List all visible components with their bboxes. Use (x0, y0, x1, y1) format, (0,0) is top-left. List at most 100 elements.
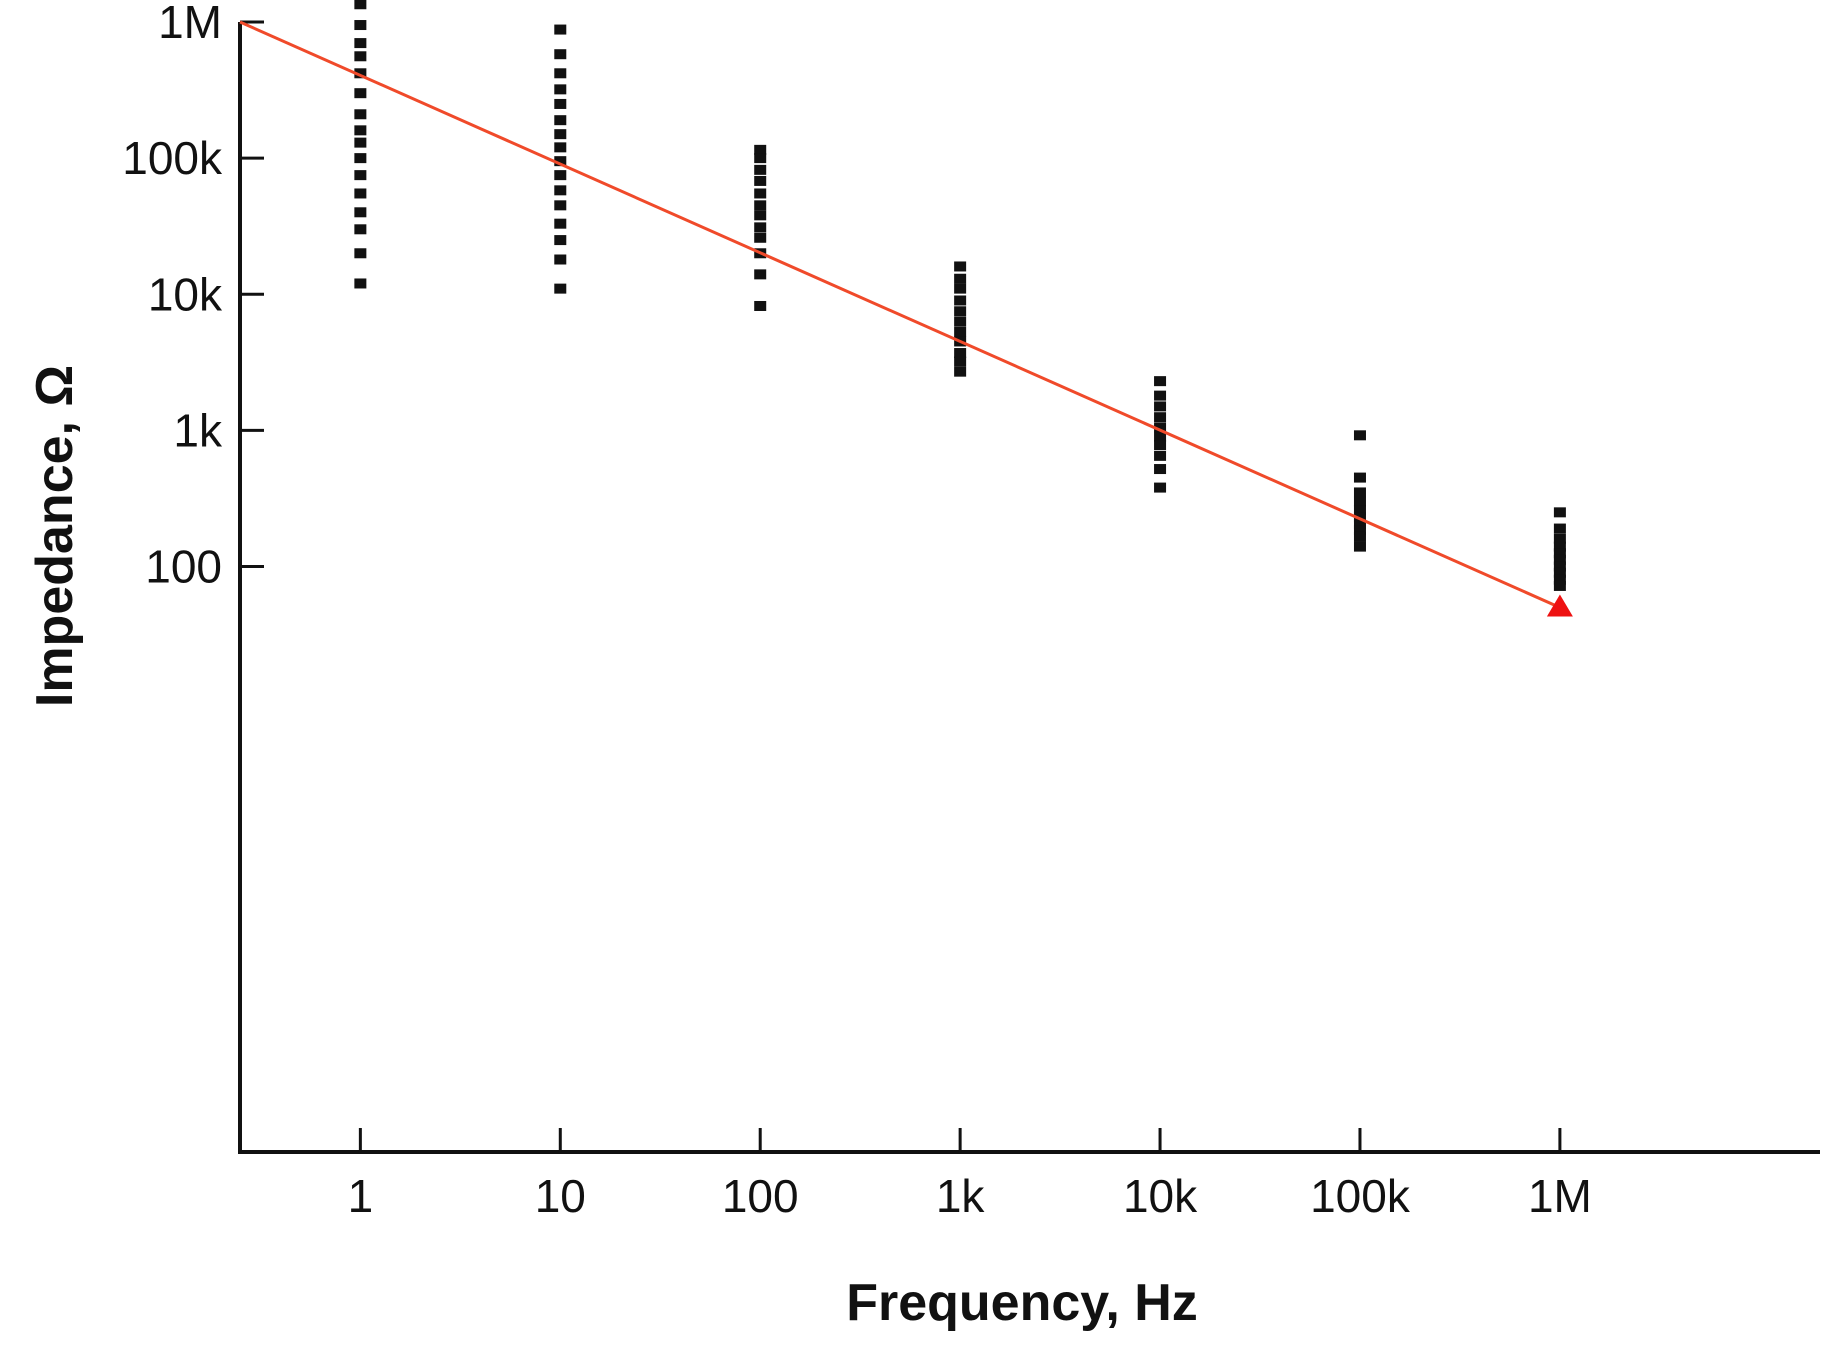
data-point (754, 164, 767, 175)
data-point (554, 200, 567, 211)
data-point (354, 109, 367, 120)
y-tick-label: 100 (145, 541, 222, 593)
data-point (554, 49, 567, 60)
data-point (1154, 390, 1167, 401)
data-point (1154, 482, 1167, 493)
data-point (754, 210, 767, 221)
plot-area: 100 1k 10k 100k 1M 1 10 100 1k 10k 100k 1M (122, 0, 1820, 1222)
x-tick-label: 10 (535, 1170, 586, 1222)
data-point (1553, 523, 1566, 534)
data-point (954, 261, 967, 272)
data-point (1353, 525, 1366, 536)
data-point (554, 156, 567, 167)
data-point (354, 137, 367, 148)
data-point (1553, 580, 1566, 591)
data-point (1553, 507, 1566, 518)
data-point (754, 269, 767, 280)
data-point (554, 142, 567, 153)
x-tick-label: 100 (722, 1170, 799, 1222)
y-tick-label: 10k (148, 268, 223, 320)
data-point (354, 0, 367, 10)
data-point (354, 51, 367, 62)
data-point (354, 68, 367, 79)
data-point (1353, 487, 1366, 498)
data-point (1353, 496, 1366, 507)
data-point (354, 224, 367, 235)
data-point (354, 38, 367, 49)
x-tick-label: 10k (1123, 1170, 1198, 1222)
x-axis-title: Frequency, Hz (846, 1274, 1198, 1332)
data-point (554, 235, 567, 246)
data-point (954, 356, 967, 367)
data-point (1154, 464, 1167, 475)
data-point (754, 232, 767, 243)
y-axis-ticks: 100 1k 10k 100k 1M (122, 0, 264, 593)
data-point (354, 170, 367, 181)
data-point (754, 200, 767, 211)
data-point (1353, 505, 1366, 516)
data-point (754, 144, 767, 155)
data-point (354, 153, 367, 164)
data-point (554, 254, 567, 265)
data-point (554, 283, 567, 294)
data-point (954, 326, 967, 337)
y-tick-label: 1M (158, 0, 222, 48)
data-point (354, 125, 367, 136)
data-point (754, 153, 767, 164)
data-point (554, 84, 567, 95)
data-point (754, 222, 767, 233)
data-point (554, 170, 567, 181)
data-point (954, 273, 967, 284)
y-tick-label: 1k (173, 404, 223, 456)
data-point (1353, 472, 1366, 483)
data-point (954, 366, 967, 377)
data-point (1154, 440, 1167, 451)
data-point (954, 295, 967, 306)
y-tick-label: 100k (122, 132, 223, 184)
data-point (954, 348, 967, 359)
x-axis-ticks: 1 10 100 1k 10k 100k 1M (348, 1128, 1592, 1222)
data-point (1353, 531, 1366, 542)
data-point (754, 175, 767, 186)
data-point (554, 185, 567, 196)
x-tick-label: 1k (936, 1170, 986, 1222)
x-tick-label: 1 (348, 1170, 374, 1222)
data-point (954, 316, 967, 327)
data-point (354, 20, 367, 31)
data-point (1353, 541, 1366, 552)
data-point (1553, 561, 1566, 572)
data-point (1553, 567, 1566, 578)
data-point (354, 88, 367, 99)
data-point (754, 188, 767, 199)
data-points (354, 0, 1566, 591)
data-point (1154, 431, 1167, 442)
data-point (354, 207, 367, 218)
data-point (954, 306, 967, 317)
data-point (1154, 376, 1167, 387)
data-point (554, 68, 567, 79)
data-point (354, 188, 367, 199)
data-point (554, 218, 567, 229)
data-point (554, 115, 567, 126)
data-point (1353, 430, 1366, 441)
data-point (1553, 541, 1566, 552)
data-point (354, 278, 367, 289)
fit-line-end-marker (1546, 594, 1573, 617)
data-point (1154, 401, 1167, 412)
fit-line-layer (239, 20, 1573, 617)
data-point (554, 24, 567, 35)
x-tick-label: 1M (1528, 1170, 1592, 1222)
data-point (1154, 450, 1167, 461)
data-point (554, 98, 567, 109)
data-point (754, 300, 767, 311)
data-point (1353, 519, 1366, 530)
data-point (1154, 422, 1167, 433)
data-point (1553, 574, 1566, 585)
data-point (354, 248, 367, 259)
data-point (1553, 554, 1566, 565)
data-point (1553, 533, 1566, 544)
y-axis-title: Impedance, Ω (26, 365, 84, 707)
fit-line (239, 20, 1561, 609)
data-point (554, 129, 567, 140)
